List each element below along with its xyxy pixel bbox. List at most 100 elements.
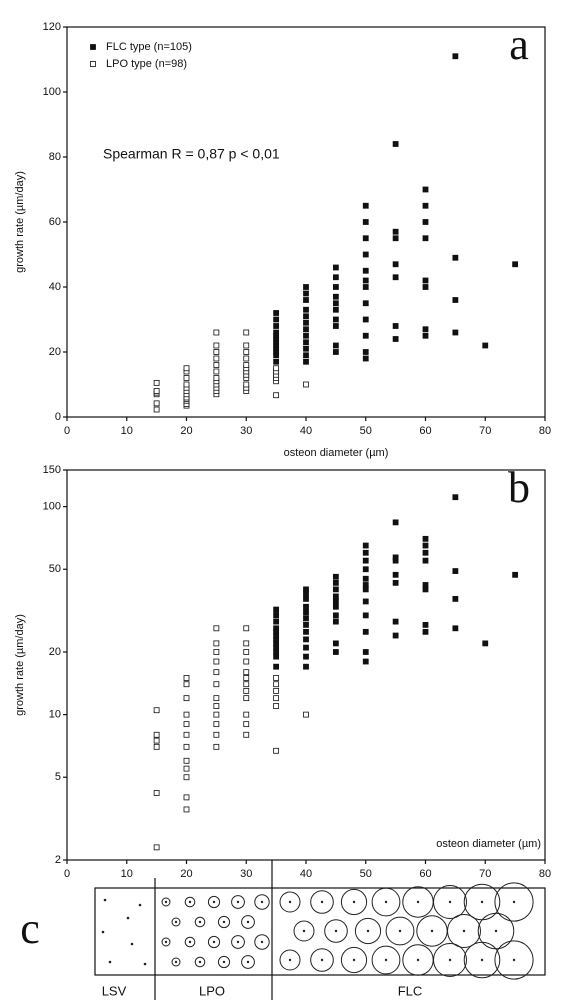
- point: [243, 711, 250, 718]
- osteon: [254, 934, 270, 950]
- legend-label: LPO type (n=98): [106, 58, 187, 70]
- x-tick-label: 80: [539, 868, 551, 880]
- y-tick-label: 40: [49, 281, 61, 293]
- point: [422, 535, 429, 542]
- canal: [130, 942, 134, 946]
- point: [392, 554, 399, 561]
- point: [303, 603, 309, 610]
- point: [153, 707, 160, 714]
- y-tick-label: 120: [43, 21, 61, 33]
- point: [243, 681, 250, 688]
- osteon: [371, 887, 401, 917]
- x-tick-label: 0: [64, 425, 70, 437]
- point: [422, 542, 429, 549]
- canal: [384, 900, 388, 904]
- point: [213, 640, 220, 647]
- zone-label: FLC: [398, 983, 423, 998]
- point: [153, 737, 160, 744]
- point: [452, 625, 459, 632]
- point: [362, 277, 369, 284]
- point: [362, 235, 369, 242]
- point: [243, 329, 250, 336]
- x-axis-label: osteon diameter (µm): [284, 447, 389, 459]
- point: [273, 323, 280, 329]
- point: [362, 349, 369, 355]
- point: [303, 352, 309, 359]
- point: [273, 747, 280, 754]
- point: [183, 695, 190, 702]
- canal: [138, 903, 142, 907]
- point: [303, 663, 309, 670]
- point: [153, 731, 160, 738]
- canal: [448, 900, 452, 904]
- point: [362, 649, 369, 655]
- point: [392, 618, 399, 625]
- y-tick-label: 150: [43, 464, 61, 476]
- point: [422, 549, 429, 556]
- point: [332, 640, 339, 647]
- point: [273, 365, 280, 372]
- point: [303, 345, 309, 352]
- y-tick-label: 100: [43, 86, 61, 98]
- point: [452, 329, 459, 336]
- panel-letter: c: [20, 904, 40, 953]
- point: [303, 609, 309, 616]
- canal: [164, 900, 168, 904]
- point: [243, 688, 250, 694]
- canal: [494, 929, 498, 933]
- point: [243, 658, 250, 665]
- point: [332, 579, 339, 586]
- point: [362, 582, 369, 588]
- osteon: [217, 915, 231, 929]
- point: [303, 628, 309, 635]
- legend-label: FLC type (n=105): [106, 41, 192, 53]
- point: [362, 219, 369, 225]
- legend-marker: [90, 61, 96, 67]
- point: [332, 612, 339, 619]
- canal: [198, 960, 202, 964]
- point: [332, 274, 339, 281]
- point: [392, 579, 399, 586]
- point: [303, 358, 309, 365]
- point: [243, 381, 250, 388]
- point: [332, 264, 339, 271]
- osteon: [310, 890, 334, 914]
- zone-label: LPO: [199, 983, 225, 998]
- point: [273, 695, 280, 702]
- point: [153, 743, 160, 750]
- canal: [260, 900, 264, 904]
- point: [332, 342, 339, 349]
- osteon: [279, 949, 301, 971]
- canal: [188, 900, 192, 904]
- point: [362, 566, 369, 573]
- point: [452, 297, 459, 303]
- panel-letter: b: [508, 463, 530, 512]
- canal: [366, 929, 370, 933]
- point: [213, 695, 220, 702]
- canal: [143, 962, 147, 966]
- point: [243, 342, 250, 349]
- canal: [236, 900, 240, 904]
- point: [213, 711, 220, 718]
- point: [362, 628, 369, 635]
- canal: [302, 929, 306, 933]
- point: [303, 596, 309, 602]
- point: [332, 306, 339, 313]
- x-tick-label: 60: [419, 868, 431, 880]
- osteon: [279, 891, 301, 913]
- point: [392, 336, 399, 342]
- x-tick-label: 10: [121, 868, 133, 880]
- point: [362, 355, 369, 362]
- x-tick-label: 50: [360, 868, 372, 880]
- point: [243, 675, 250, 681]
- point: [362, 202, 369, 209]
- y-tick-label: 60: [49, 216, 61, 228]
- osteon: [161, 937, 171, 947]
- point: [392, 571, 399, 578]
- point: [303, 326, 309, 333]
- canal: [188, 940, 192, 944]
- canal: [352, 958, 356, 962]
- point: [303, 290, 309, 297]
- point: [482, 640, 489, 647]
- osteon: [217, 955, 231, 969]
